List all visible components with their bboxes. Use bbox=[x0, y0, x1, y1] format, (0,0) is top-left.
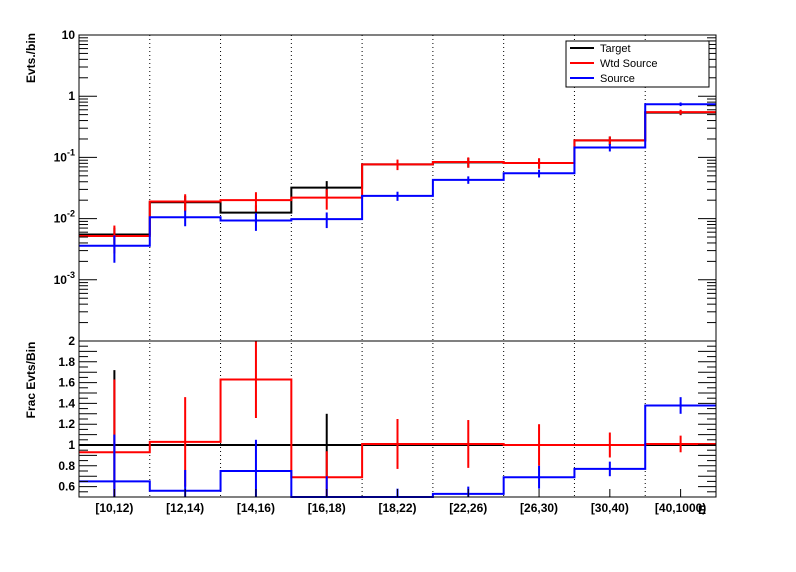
legend: Target Wtd Source Source bbox=[565, 40, 710, 88]
bottom-y-tick-label-2: 1 bbox=[68, 438, 75, 452]
top-y-tick-exponent: -3 bbox=[67, 270, 75, 280]
x-axis-title: E bbox=[698, 503, 706, 517]
top-y-tick-label-4: 10 bbox=[62, 28, 76, 42]
top-y-tick-label-1: 10-2 bbox=[54, 209, 75, 226]
top-y-tick-exponent: -2 bbox=[67, 209, 75, 219]
x-tick-label-1: [12,14) bbox=[166, 501, 204, 515]
x-tick-label-0: [10,12) bbox=[95, 501, 133, 515]
top-y-tick-base: 10 bbox=[62, 28, 76, 42]
x-tick-label-8: [40,1000) bbox=[655, 501, 706, 515]
legend-label-1: Wtd Source bbox=[600, 58, 657, 70]
x-tick-label-4: [18,22) bbox=[378, 501, 416, 515]
x-tick-label-2: [14,16) bbox=[237, 501, 275, 515]
top-y-tick-label-3: 1 bbox=[68, 89, 75, 103]
x-axis: [10,12) [12,14) [14,16) [16,18) [18,22) [22,2… bbox=[95, 489, 706, 515]
bottom-y-tick-label-5: 1.6 bbox=[58, 376, 75, 390]
top-y-axis-title: Evts./bin bbox=[24, 33, 38, 83]
bottom-y-axis: 0.6 0.8 1 1.2 1.4 1.6 1.8 2 bbox=[58, 334, 716, 498]
bottom-y-tick-label-0: 0.6 bbox=[58, 480, 75, 494]
bottom-y-tick-label-4: 1.4 bbox=[58, 396, 75, 410]
bottom-y-tick-label-7: 2 bbox=[68, 334, 75, 348]
top-y-tick-label-0: 10-3 bbox=[54, 270, 75, 287]
bottom-y-tick-label-6: 1.8 bbox=[58, 355, 75, 369]
top-y-tick-base: 10 bbox=[54, 212, 68, 226]
x-tick-label-6: [26,30) bbox=[520, 501, 558, 515]
bottom-y-tick-label-3: 1.2 bbox=[58, 417, 75, 431]
x-tick-label-3: [16,18) bbox=[308, 501, 346, 515]
top-y-tick-label-2: 10-1 bbox=[54, 147, 75, 164]
bottom-y-axis-title: Frac Evts/Bin bbox=[24, 342, 38, 419]
top-y-tick-base: 10 bbox=[54, 273, 68, 287]
x-tick-label-7: [30,40) bbox=[591, 501, 629, 515]
legend-label-0: Target bbox=[600, 43, 631, 55]
x-tick-label-5: [22,26) bbox=[449, 501, 487, 515]
top-y-tick-base: 10 bbox=[54, 150, 68, 164]
legend-label-2: Source bbox=[600, 73, 635, 85]
top-y-tick-base: 1 bbox=[68, 89, 75, 103]
top-y-tick-exponent: -1 bbox=[67, 147, 75, 157]
top-series-2 bbox=[79, 102, 716, 263]
top-plot bbox=[79, 102, 716, 263]
bottom-y-tick-label-1: 0.8 bbox=[58, 459, 75, 473]
